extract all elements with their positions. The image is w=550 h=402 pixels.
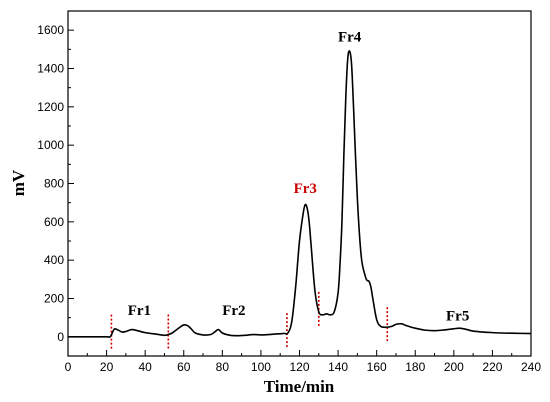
y-tick-label: 600 — [44, 215, 64, 229]
fraction-label: Fr1 — [128, 303, 151, 319]
x-tick-label: 20 — [100, 360, 114, 374]
chromatogram-trace — [68, 50, 532, 338]
y-axis-title: mV — [9, 169, 28, 196]
x-tick-label: 100 — [251, 360, 271, 374]
y-tick-label: 800 — [44, 177, 64, 191]
fraction-labels: Fr1 Fr2 Fr3 Fr4 Fr5 — [128, 30, 470, 325]
x-tick-label: 180 — [405, 360, 425, 374]
y-tick-labels: 0 200 400 600 800 1000 1200 1400 1600 — [37, 23, 64, 344]
y-tick-label: 200 — [44, 292, 64, 306]
x-axis-title: Time/min — [264, 377, 335, 396]
x-tick-label: 80 — [216, 360, 230, 374]
x-tick-label: 220 — [482, 360, 502, 374]
x-tick-label: 200 — [444, 360, 464, 374]
y-tick-label: 1200 — [37, 100, 64, 114]
x-tick-label: 160 — [367, 360, 387, 374]
x-tick-label: 140 — [328, 360, 348, 374]
x-tick-label: 0 — [65, 360, 72, 374]
x-tick-label: 60 — [177, 360, 191, 374]
x-tick-label: 240 — [521, 360, 541, 374]
fraction-label: Fr2 — [222, 303, 245, 319]
tick-marks — [67, 29, 532, 356]
x-tick-label: 40 — [138, 360, 152, 374]
y-tick-label: 1400 — [37, 62, 64, 76]
x-tick-label: 120 — [289, 360, 309, 374]
fraction-label: Fr4 — [338, 30, 362, 46]
x-tick-labels: 0 20 40 60 80 100 120 140 160 180 200 220 240 — [65, 360, 542, 374]
y-tick-label: 0 — [57, 330, 64, 344]
y-tick-label: 1600 — [37, 23, 64, 37]
y-tick-label: 400 — [44, 253, 64, 267]
fraction-label: Fr3 — [294, 181, 317, 197]
y-tick-label: 1000 — [37, 138, 64, 152]
fraction-label: Fr5 — [446, 309, 469, 325]
fraction-dividers — [110, 291, 389, 349]
